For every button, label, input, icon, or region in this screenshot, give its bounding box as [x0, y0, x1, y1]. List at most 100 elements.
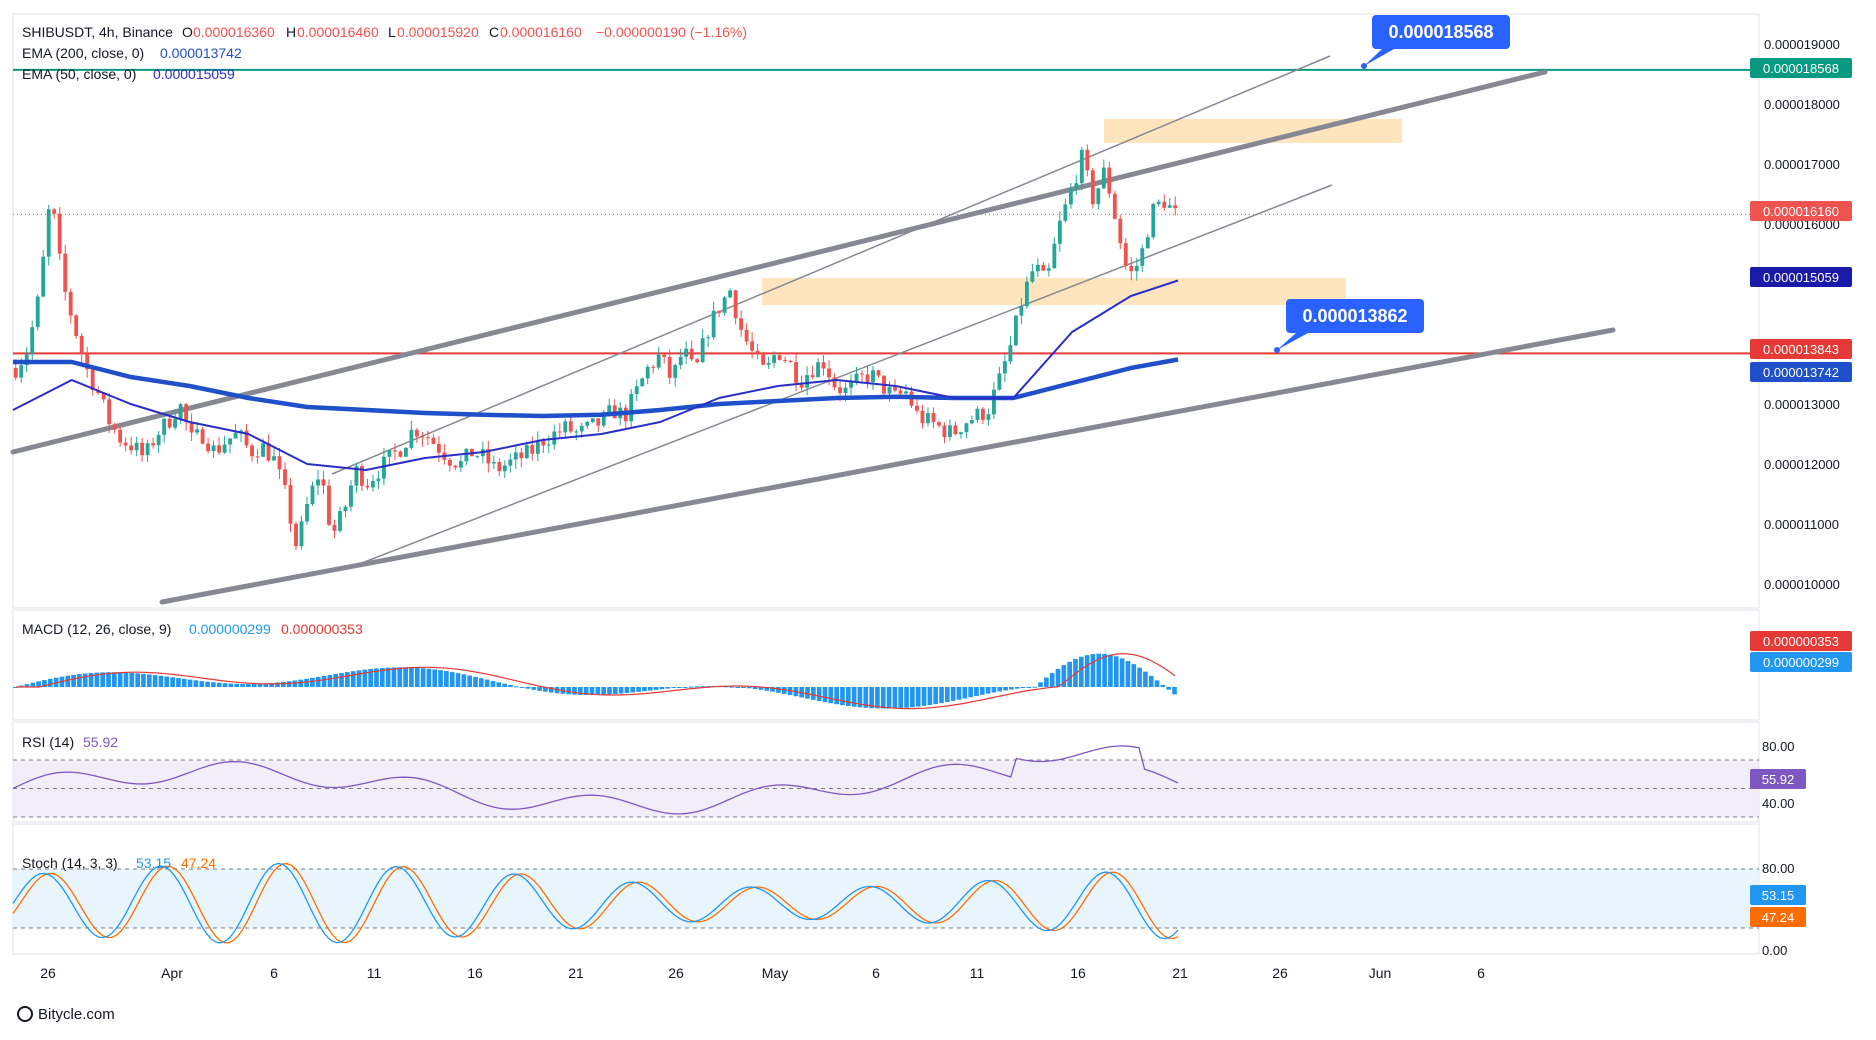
macd-bar	[426, 668, 432, 687]
candle-body	[294, 523, 298, 547]
candle	[1123, 237, 1128, 271]
candle	[535, 431, 540, 462]
ohlc-high-key: H	[286, 24, 296, 40]
macd-bar	[1131, 664, 1137, 687]
candle	[1118, 214, 1123, 250]
macd-bar	[770, 687, 775, 692]
macd-bar	[47, 678, 53, 687]
candle-body	[63, 253, 68, 292]
time-tick-label: Apr	[161, 965, 183, 981]
candle-body	[695, 359, 700, 363]
candle	[596, 418, 601, 433]
macd-bar	[933, 687, 939, 705]
tag-ema200: 0.000013742	[1750, 362, 1852, 382]
candle	[360, 463, 364, 492]
symbol-label: SHIBUSDT, 4h, Binance	[22, 24, 173, 40]
candle-body	[365, 485, 370, 488]
candle	[497, 458, 502, 476]
candle	[1074, 174, 1079, 195]
macd-bar	[490, 680, 496, 687]
candle-body	[1079, 149, 1084, 184]
candle	[991, 382, 996, 420]
macd-bar	[403, 667, 408, 687]
candle	[1063, 198, 1068, 223]
macd-bar	[735, 687, 740, 688]
macd-bar	[595, 687, 601, 695]
macd-bar	[187, 679, 193, 687]
candle-body	[645, 366, 650, 379]
macd-bar	[315, 676, 321, 687]
candle-body	[250, 445, 254, 457]
candle-body	[414, 429, 419, 437]
macd-bar	[1143, 671, 1148, 687]
macd-bar	[152, 675, 158, 687]
price-tick-label: 0.000018000	[1764, 97, 1840, 112]
callout-mid-text: 0.000013862	[1302, 306, 1407, 326]
candle	[722, 296, 727, 316]
macd-bar	[1166, 687, 1172, 690]
macd-bar	[1061, 665, 1067, 687]
candle	[371, 474, 375, 492]
svg-text:53.15: 53.15	[1762, 888, 1795, 903]
candle	[728, 288, 733, 298]
candle	[832, 372, 837, 391]
candle-body	[717, 310, 722, 313]
macd-bar	[845, 687, 851, 706]
candle-body	[184, 404, 189, 422]
macd-bar	[1026, 687, 1032, 688]
candle-body	[167, 418, 172, 428]
candle	[118, 426, 123, 447]
candle-body	[832, 377, 837, 388]
candle-body	[458, 461, 463, 468]
candle	[491, 455, 496, 469]
candle-body	[1129, 265, 1134, 272]
candle-body	[959, 432, 963, 435]
macd-bar	[94, 672, 100, 687]
candle	[810, 365, 815, 380]
macd-bar	[1009, 687, 1014, 690]
candle	[1024, 276, 1029, 309]
candle-body	[755, 350, 760, 354]
candle	[112, 422, 117, 434]
candle	[942, 422, 947, 444]
candle-body	[975, 408, 980, 421]
candle	[354, 462, 359, 493]
macd-bar	[263, 683, 269, 687]
candle	[173, 409, 178, 430]
candle-body	[1107, 167, 1112, 194]
macd-bar	[36, 681, 41, 687]
candle	[327, 479, 331, 527]
ema50-value: 0.000015059	[153, 66, 235, 82]
candle-body	[343, 506, 348, 512]
macd-bar	[30, 682, 36, 687]
ema50-label: EMA (50, close, 0)	[22, 66, 136, 82]
macd-bar	[234, 683, 240, 687]
macd-bar	[164, 676, 170, 687]
candle	[519, 447, 524, 468]
macd-bar	[1038, 682, 1043, 687]
candle-body	[382, 456, 386, 479]
candle-body	[354, 466, 359, 486]
candle-body	[849, 382, 853, 388]
candle-body	[926, 412, 930, 424]
candle-body	[964, 423, 969, 433]
candle	[151, 437, 156, 449]
svg-text:47.24: 47.24	[1762, 910, 1795, 925]
candle	[777, 354, 782, 361]
macd-bar	[956, 687, 962, 700]
candle	[640, 377, 645, 387]
candle-body	[228, 438, 232, 445]
macd-bar	[1014, 687, 1020, 689]
candle	[123, 437, 128, 452]
candle-body	[634, 386, 639, 395]
candle	[1156, 199, 1161, 207]
candle-body	[392, 450, 397, 452]
candle-body	[35, 296, 40, 328]
candle	[783, 356, 788, 363]
candle-body	[1013, 315, 1018, 346]
candle-body	[272, 456, 276, 461]
candle-body	[79, 335, 84, 354]
macd-bar	[1049, 673, 1055, 687]
macd-bar	[1090, 654, 1096, 687]
candle	[436, 436, 441, 463]
